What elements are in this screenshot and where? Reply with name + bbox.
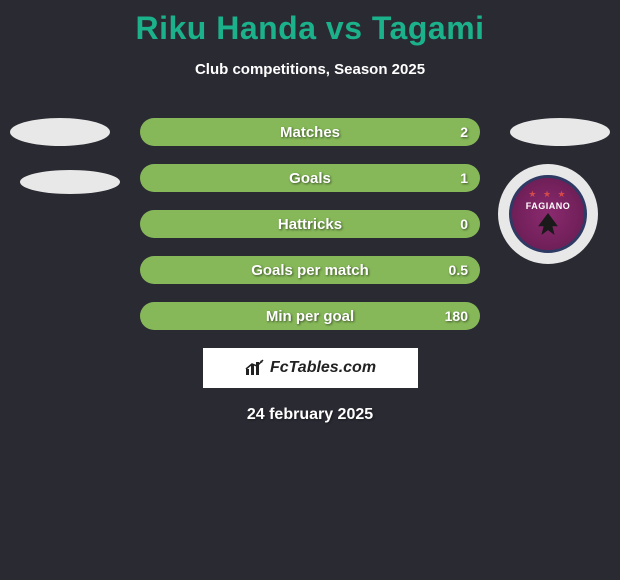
- stat-value: 0.5: [449, 262, 468, 278]
- comparison-chart: ★ ★ ★ FAGIANO Matches 2 Goals 1 Hattrick…: [0, 118, 620, 330]
- watermark: FcTables.com: [203, 348, 418, 388]
- date-label: 24 february 2025: [0, 406, 620, 424]
- stat-value: 0: [460, 216, 468, 232]
- stat-row-matches: Matches 2: [140, 118, 480, 146]
- stat-label: Min per goal: [266, 308, 354, 325]
- stat-label: Goals: [289, 170, 331, 187]
- bar-chart-icon: [244, 359, 266, 377]
- team-crest-badge: ★ ★ ★ FAGIANO: [509, 175, 587, 253]
- player-right-placeholder: [510, 118, 610, 146]
- stat-row-goals-per-match: Goals per match 0.5: [140, 256, 480, 284]
- player-left-placeholder-2: [20, 170, 120, 194]
- stat-value: 180: [445, 308, 468, 324]
- page-title: Riku Handa vs Tagami: [0, 0, 620, 47]
- crest-text: FAGIANO: [526, 201, 571, 211]
- stat-label: Hattricks: [278, 216, 342, 233]
- stat-value: 1: [460, 170, 468, 186]
- stat-row-goals: Goals 1: [140, 164, 480, 192]
- stat-row-hattricks: Hattricks 0: [140, 210, 480, 238]
- stat-value: 2: [460, 124, 468, 140]
- stat-label: Matches: [280, 124, 340, 141]
- subtitle: Club competitions, Season 2025: [0, 61, 620, 78]
- stat-label: Goals per match: [251, 262, 369, 279]
- watermark-text: FcTables.com: [270, 359, 376, 377]
- stat-row-min-per-goal: Min per goal 180: [140, 302, 480, 330]
- crest-stars-icon: ★ ★ ★: [528, 189, 567, 200]
- player-left-placeholder-1: [10, 118, 110, 146]
- team-crest: ★ ★ ★ FAGIANO: [498, 164, 598, 264]
- crest-bird-icon: [537, 213, 559, 235]
